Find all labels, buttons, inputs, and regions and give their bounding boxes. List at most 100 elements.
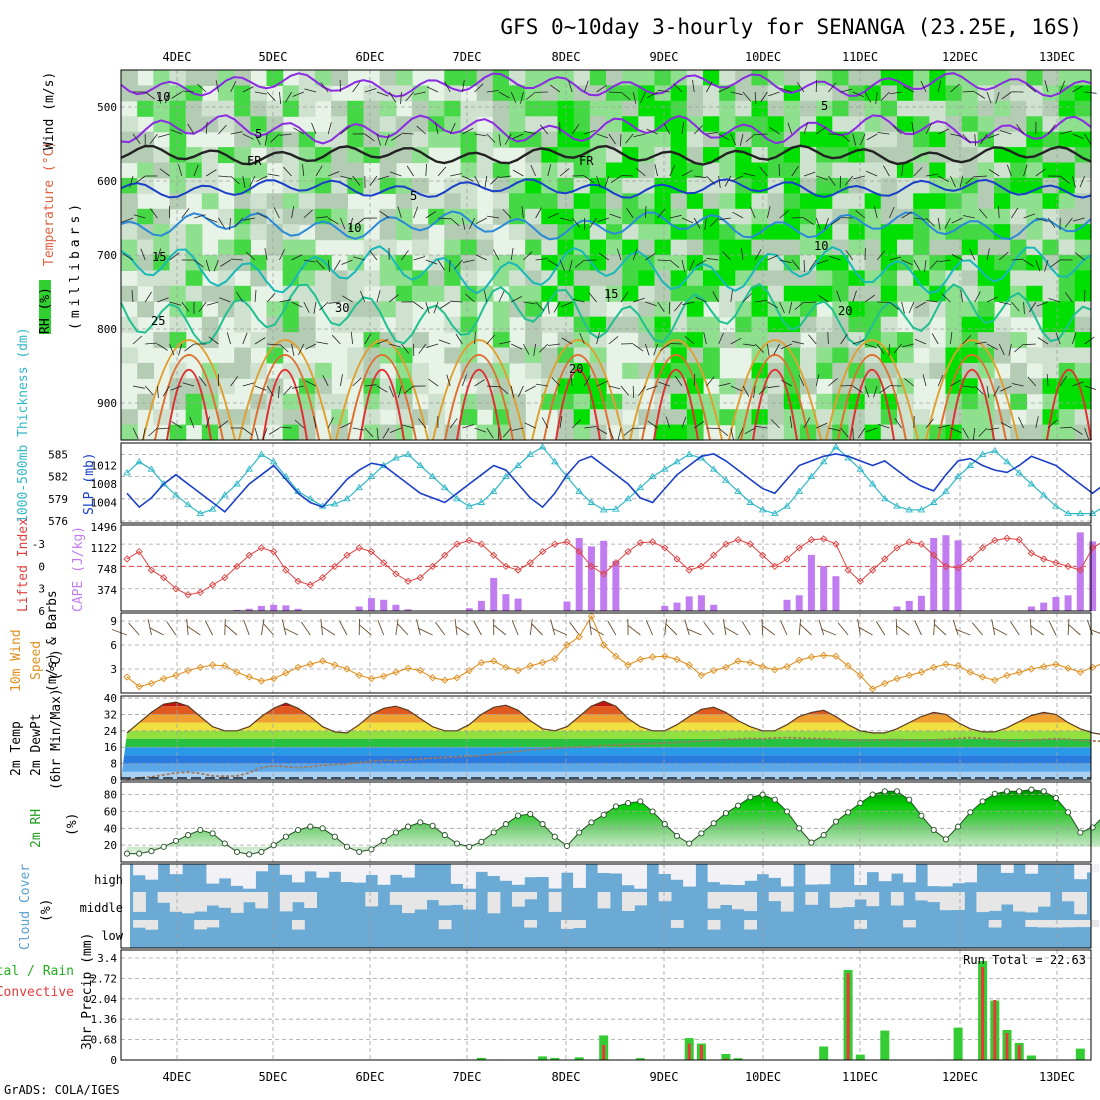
wind-barb	[767, 385, 780, 389]
wind-barb	[645, 301, 657, 307]
rh-cell	[864, 100, 882, 117]
cape-bar	[697, 595, 705, 611]
rh-point	[429, 822, 436, 829]
rh-cell	[864, 116, 882, 133]
cape-bar	[661, 605, 669, 611]
rh-cell	[234, 409, 251, 426]
wind-barb	[892, 125, 902, 135]
cape-bar	[587, 546, 595, 611]
cape-bar	[404, 609, 412, 611]
rh-cell	[751, 285, 769, 302]
thickness-point	[404, 450, 412, 457]
rh-cell	[234, 347, 251, 364]
thickness-point	[1039, 491, 1048, 498]
rh-cell	[783, 332, 801, 349]
wind-barb	[342, 295, 353, 303]
contour-label: 20	[838, 304, 852, 318]
rh-cell	[767, 193, 785, 210]
thickness-point	[599, 506, 608, 513]
rh-cell	[1026, 162, 1044, 179]
rh-cell	[492, 332, 510, 349]
rh-cell	[977, 116, 995, 133]
cloud-gap	[1062, 920, 1075, 928]
wind-barb	[749, 206, 756, 219]
rh-cell	[945, 362, 963, 379]
rh-cell	[800, 116, 817, 133]
wind-barb	[313, 301, 317, 314]
cloud-gap	[279, 864, 293, 875]
rh-cell	[832, 100, 850, 117]
wind-barb	[187, 123, 195, 135]
wind-barb	[493, 249, 500, 261]
wind-barb	[718, 86, 730, 93]
li-point	[1015, 536, 1023, 544]
rh-point	[845, 809, 852, 816]
rh-cell	[751, 239, 769, 256]
rh-cell	[509, 100, 526, 117]
rh-cell	[460, 177, 478, 194]
wind-barb	[236, 291, 244, 303]
rh-cell	[880, 131, 898, 148]
li-point	[710, 551, 718, 559]
cloud-gap	[1025, 892, 1039, 913]
wind-barb	[1023, 259, 1034, 267]
rh-cell	[1042, 85, 1060, 102]
thickness-point	[135, 457, 143, 465]
wind-speed-point	[404, 664, 412, 672]
wind-barb	[682, 301, 695, 306]
cloud-gap	[145, 920, 159, 930]
wind-barb	[1029, 618, 1032, 636]
cloud-gap	[634, 864, 647, 889]
wind-barb	[462, 217, 466, 230]
rh-cell	[331, 424, 348, 441]
rh-cell	[298, 131, 316, 148]
rh-cell	[864, 270, 882, 287]
precip-total-bar	[574, 1057, 584, 1060]
wind-speed-point	[123, 673, 131, 681]
wind-barb	[828, 377, 838, 387]
rh-cell	[977, 147, 995, 164]
wind-barb	[901, 301, 905, 314]
cloud-gap	[365, 892, 379, 907]
rh-cell	[444, 224, 462, 241]
rh-cell	[1026, 255, 1044, 271]
rh-cell	[783, 70, 801, 86]
rh-point	[918, 812, 925, 819]
wind-barb	[938, 175, 949, 182]
wind-barb	[1055, 332, 1061, 345]
wind-barb	[1059, 80, 1066, 93]
wind-barb	[197, 83, 207, 93]
wind-barb	[157, 385, 159, 399]
wind-barb	[230, 175, 240, 185]
wind-barb	[178, 164, 183, 177]
rh-cell	[379, 270, 397, 287]
wind-barb	[584, 129, 596, 135]
cloud-label: Cloud Cover	[18, 864, 33, 950]
li-point	[1027, 549, 1036, 557]
rh-point	[123, 850, 131, 857]
wind-barb	[703, 332, 707, 345]
wind-barb	[553, 301, 561, 313]
rh-cell	[395, 285, 413, 302]
rh-cell	[315, 362, 332, 379]
wind-barb	[552, 628, 568, 636]
slp-tick: 1012	[91, 460, 118, 473]
wind-barb	[474, 175, 481, 187]
wind-barb	[744, 427, 756, 435]
rh-point	[160, 843, 167, 850]
wind-barb	[608, 336, 619, 345]
thickness-point	[489, 487, 498, 494]
wind-barb	[608, 427, 614, 440]
wind-speed-point	[795, 656, 803, 664]
precip-convective-bar	[1005, 1033, 1009, 1060]
li-point	[612, 559, 620, 567]
cloud-gap	[560, 864, 574, 873]
li-point	[856, 577, 864, 585]
rh-cell	[298, 239, 316, 256]
rh-point	[258, 848, 265, 855]
rh-cell	[153, 116, 171, 133]
rh-cell	[880, 177, 898, 194]
wind-barb	[388, 385, 395, 398]
cape-bar	[294, 608, 302, 611]
rh-cell	[1026, 285, 1044, 302]
